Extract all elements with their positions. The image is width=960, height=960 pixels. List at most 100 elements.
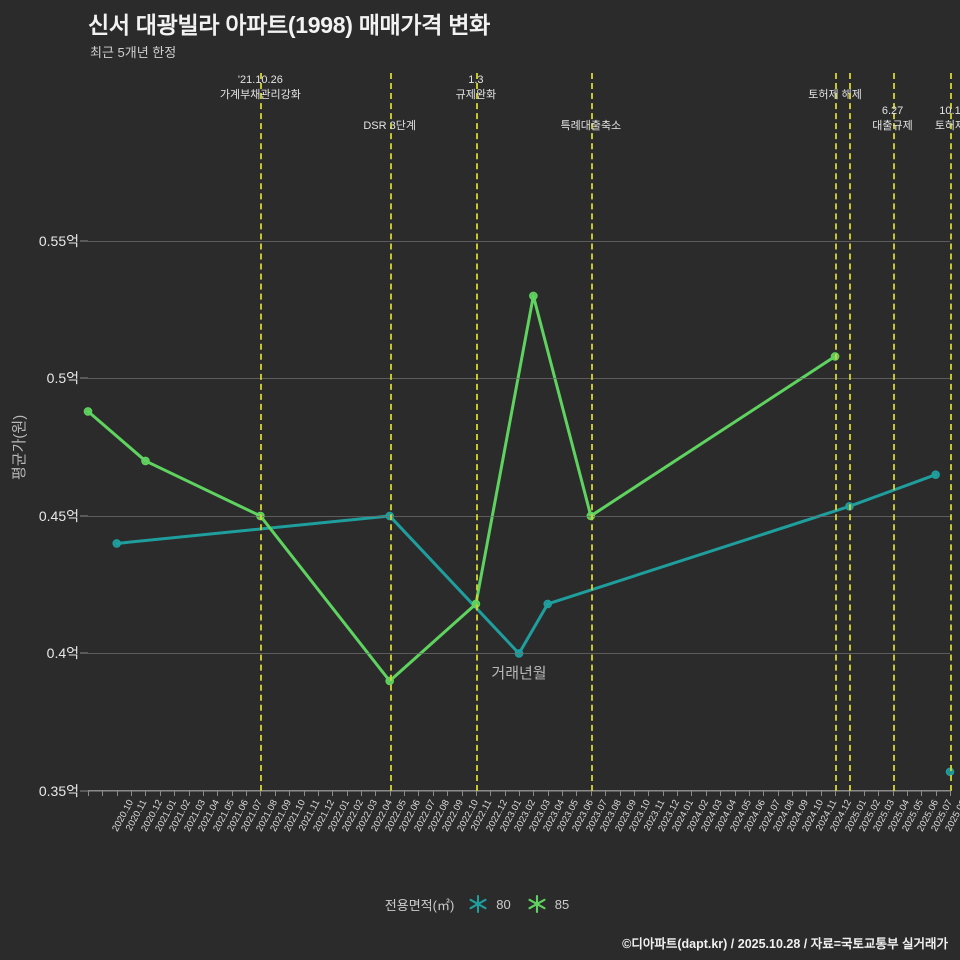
x-tick-mark <box>777 791 779 796</box>
annotation-label: 10.1토허제 <box>935 104 960 134</box>
plot-area: 0.35억 0.4억 0.45억 0.5억 0.55억 2020.10 2020.11 202… <box>39 73 960 833</box>
annotation-line <box>849 73 852 791</box>
series-lines <box>83 291 955 777</box>
x-tick-mark <box>791 791 793 796</box>
x-tick-mark <box>892 791 894 796</box>
legend-label-80: 80 <box>496 896 511 912</box>
x-tick-mark <box>849 791 851 796</box>
x-tick-mark <box>906 791 908 796</box>
x-tick-mark <box>820 791 822 796</box>
data-point-80[interactable] <box>543 599 553 609</box>
y-tick-mark <box>80 377 88 379</box>
data-point-85[interactable] <box>529 291 538 301</box>
x-tick-mark <box>360 791 362 796</box>
x-tick-mark <box>734 791 736 796</box>
x-axis-title: 거래년월 <box>491 665 547 682</box>
y-tick-mark <box>80 240 88 242</box>
annotation-line <box>892 73 895 791</box>
y-tick-mark <box>80 515 88 517</box>
x-tick-mark <box>174 791 176 796</box>
x-tick-mark <box>404 791 406 796</box>
x-tick-mark <box>519 791 520 796</box>
annotation-line <box>950 73 952 791</box>
x-tick-mark <box>490 791 492 796</box>
x-tick-mark <box>131 791 133 796</box>
x-tick-mark <box>863 791 865 796</box>
annotation-line <box>835 73 838 791</box>
series-line-80 <box>115 473 938 655</box>
page-subtitle: 최근 5개년 한정 <box>90 45 177 60</box>
y-tick-mark <box>80 652 88 654</box>
grid-line <box>88 653 950 655</box>
grid-line <box>88 240 950 242</box>
x-tick-mark <box>921 791 923 796</box>
data-point-85[interactable] <box>141 456 150 466</box>
grid-line <box>88 378 950 380</box>
y-tick-label: 0.35억 <box>38 783 79 799</box>
x-tick-mark <box>274 791 276 796</box>
x-tick-mark <box>533 791 535 796</box>
footer-credit: ©디아파트(dapt.kr) / 2025.10.28 / 자료=국토교통부 실… <box>622 937 948 951</box>
x-tick-mark <box>662 791 664 796</box>
x-tick-mark <box>389 791 391 796</box>
annotation-line <box>590 73 593 791</box>
x-tick-mark <box>202 791 204 796</box>
star-marker-icon <box>469 894 487 914</box>
x-tick-mark <box>806 791 808 796</box>
x-tick-mark <box>648 791 650 796</box>
annotation-line <box>475 73 478 791</box>
y-tick-label: 0.45억 <box>38 507 79 524</box>
x-tick-mark <box>691 791 693 796</box>
x-tick-mark <box>935 791 937 796</box>
y-tick-mark <box>80 790 88 792</box>
x-tick-mark <box>231 791 233 796</box>
star-marker-icon <box>528 894 546 914</box>
x-tick-mark <box>303 791 305 796</box>
x-tick-mark <box>547 791 549 796</box>
x-tick-mark <box>619 791 621 796</box>
x-tick-mark <box>432 791 434 796</box>
x-tick-mark <box>346 791 348 796</box>
chart-legend: 전용면적(㎡) 80 85 <box>0 893 960 915</box>
x-tick-mark <box>317 791 319 796</box>
legend-item-80[interactable]: 80 <box>467 893 511 915</box>
x-axis-line <box>88 790 950 791</box>
data-point-85[interactable] <box>83 407 93 416</box>
x-tick-mark <box>447 791 449 796</box>
x-tick-mark <box>88 791 89 796</box>
data-point-80[interactable] <box>112 539 122 548</box>
series-line-85 <box>86 294 837 683</box>
y-axis-title: 평균가(원) <box>11 414 28 480</box>
annotation-line <box>389 73 392 791</box>
annotation-line <box>260 73 263 791</box>
x-tick-mark <box>475 791 477 796</box>
x-tick-mark <box>116 791 118 796</box>
x-tick-mark <box>332 791 334 796</box>
x-tick-mark <box>145 791 147 796</box>
x-tick-mark <box>217 791 219 796</box>
x-tick-mark <box>605 791 607 796</box>
x-tick-mark <box>102 791 104 796</box>
legend-label-85: 85 <box>554 896 570 912</box>
y-tick-label: 0.4억 <box>46 645 79 662</box>
x-tick-mark <box>562 791 564 796</box>
x-tick-mark <box>748 791 750 796</box>
x-tick-mark <box>461 791 463 796</box>
x-tick-mark <box>504 791 506 796</box>
data-point-80[interactable] <box>931 470 940 479</box>
y-tick-label: 0.55억 <box>38 232 79 249</box>
x-tick-mark <box>188 791 190 796</box>
x-tick-mark <box>950 791 951 796</box>
y-tick-label: 0.5억 <box>46 370 79 387</box>
x-tick-mark <box>720 791 722 796</box>
x-tick-mark <box>677 791 679 796</box>
x-tick-mark <box>590 791 592 796</box>
x-tick-mark <box>418 791 420 796</box>
legend-item-85[interactable]: 85 <box>526 893 569 915</box>
x-tick-mark <box>633 791 635 796</box>
grid-line <box>88 515 950 517</box>
x-tick-mark <box>576 791 578 796</box>
x-tick-mark <box>878 791 880 796</box>
x-tick-mark <box>260 791 262 796</box>
x-tick-mark <box>835 791 837 796</box>
